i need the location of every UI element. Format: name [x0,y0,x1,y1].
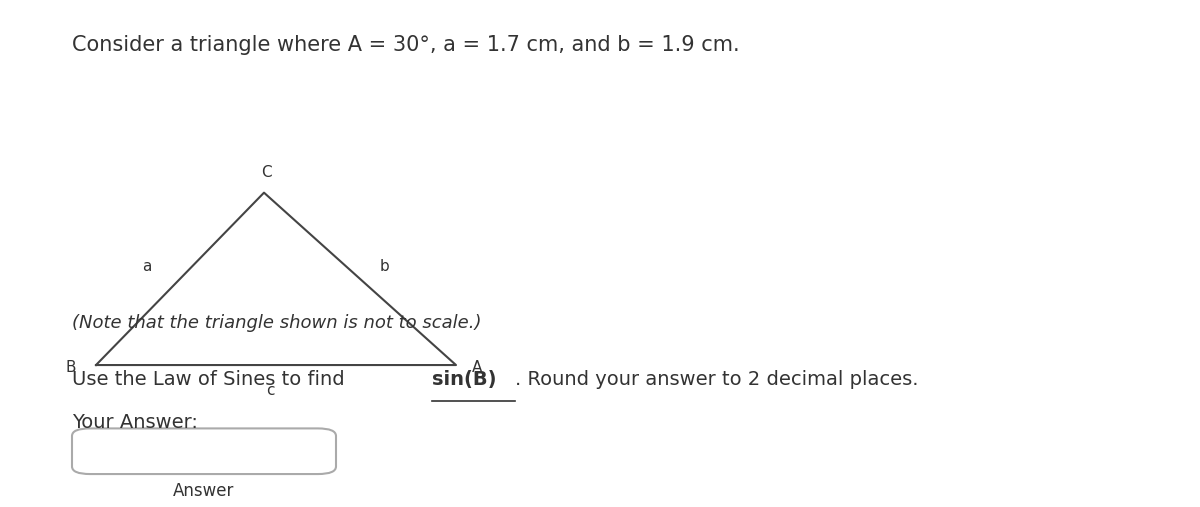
FancyBboxPatch shape [72,428,336,474]
Text: . Round your answer to 2 decimal places.: . Round your answer to 2 decimal places. [515,370,918,389]
Text: a: a [142,259,151,274]
Text: Your Answer:: Your Answer: [72,413,198,432]
Text: Use the Law of Sines to find: Use the Law of Sines to find [72,370,350,389]
Text: C: C [262,165,271,180]
Text: (Note that the triangle shown is not to scale.): (Note that the triangle shown is not to … [72,314,481,333]
Text: A: A [472,360,482,375]
Text: Answer: Answer [173,482,235,500]
Text: sin(B): sin(B) [432,370,497,389]
Text: b: b [379,259,389,274]
Text: Consider a triangle where A = 30°, a = 1.7 cm, and b = 1.9 cm.: Consider a triangle where A = 30°, a = 1… [72,35,739,55]
Text: B: B [65,360,76,375]
Text: c: c [265,383,275,398]
